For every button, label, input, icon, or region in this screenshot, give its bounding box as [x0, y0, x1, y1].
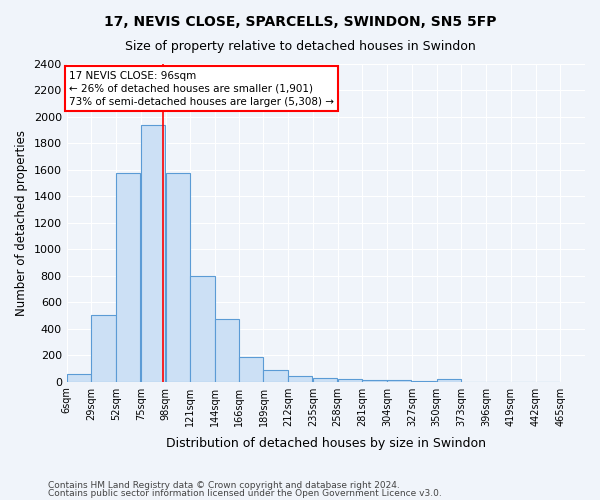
- Bar: [313, 378, 337, 382]
- Bar: [338, 379, 362, 382]
- Bar: [67, 374, 91, 382]
- Bar: [288, 376, 313, 382]
- Bar: [387, 380, 412, 382]
- Y-axis label: Number of detached properties: Number of detached properties: [15, 130, 28, 316]
- Bar: [263, 370, 288, 382]
- Bar: [412, 381, 436, 382]
- Bar: [91, 316, 116, 382]
- Bar: [437, 379, 461, 382]
- Bar: [116, 172, 140, 382]
- Text: Size of property relative to detached houses in Swindon: Size of property relative to detached ho…: [125, 40, 475, 53]
- Bar: [215, 319, 239, 382]
- Text: 17 NEVIS CLOSE: 96sqm
← 26% of detached houses are smaller (1,901)
73% of semi-d: 17 NEVIS CLOSE: 96sqm ← 26% of detached …: [69, 70, 334, 107]
- Bar: [362, 380, 386, 382]
- Bar: [190, 276, 215, 382]
- Bar: [141, 125, 165, 382]
- Text: Contains public sector information licensed under the Open Government Licence v3: Contains public sector information licen…: [48, 488, 442, 498]
- Text: 17, NEVIS CLOSE, SPARCELLS, SWINDON, SN5 5FP: 17, NEVIS CLOSE, SPARCELLS, SWINDON, SN5…: [104, 15, 496, 29]
- Bar: [239, 356, 263, 382]
- X-axis label: Distribution of detached houses by size in Swindon: Distribution of detached houses by size …: [166, 437, 486, 450]
- Text: Contains HM Land Registry data © Crown copyright and database right 2024.: Contains HM Land Registry data © Crown c…: [48, 481, 400, 490]
- Bar: [166, 172, 190, 382]
